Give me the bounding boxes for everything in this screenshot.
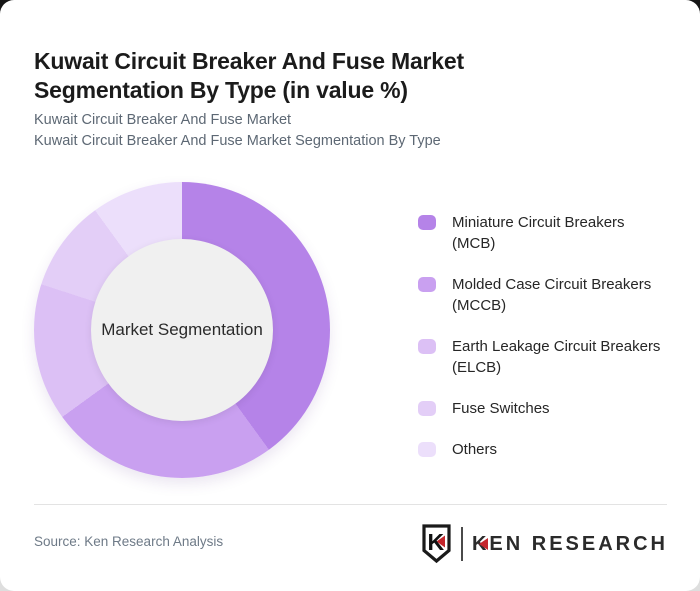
logo-separator bbox=[460, 527, 463, 561]
footer-divider bbox=[34, 504, 667, 505]
legend-label-mccb: Molded Case Circuit Breakers (MCCB) bbox=[452, 276, 652, 314]
svg-text:K: K bbox=[427, 529, 444, 555]
chart-legend: Miniature Circuit Breakers (MCB) Molded … bbox=[418, 212, 670, 460]
donut-center-label: Market Segmentation bbox=[101, 320, 263, 339]
legend-swatch-others bbox=[418, 442, 436, 457]
donut-chart: Market Segmentation bbox=[34, 182, 330, 478]
legend-label-fuse-switches: Fuse Switches bbox=[452, 400, 550, 417]
legend-item-elcb: Earth Leakage Circuit Breakers (ELCB) bbox=[418, 336, 670, 378]
source-note: Source: Ken Research Analysis bbox=[34, 534, 224, 549]
legend-swatch-mcb bbox=[418, 215, 436, 230]
legend-label-elcb: Earth Leakage Circuit Breakers (ELCB) bbox=[452, 338, 661, 376]
legend-item-mccb: Molded Case Circuit Breakers (MCCB) bbox=[418, 274, 670, 316]
donut-center: Market Segmentation bbox=[91, 239, 273, 421]
chart-subtitle: Kuwait Circuit Breaker And Fuse Market K… bbox=[34, 110, 441, 152]
legend-swatch-mccb bbox=[418, 277, 436, 292]
wordmark-red-triangle-icon bbox=[478, 537, 488, 550]
logo-wordmark: KEN RESEARCH bbox=[471, 532, 668, 555]
legend-item-others: Others bbox=[418, 439, 670, 460]
legend-item-mcb: Miniature Circuit Breakers (MCB) bbox=[418, 212, 670, 254]
subtitle-line-2: Kuwait Circuit Breaker And Fuse Market S… bbox=[34, 133, 441, 149]
legend-label-mcb: Miniature Circuit Breakers (MCB) bbox=[452, 214, 625, 252]
shield-red-triangle-icon bbox=[436, 535, 445, 548]
legend-label-others: Others bbox=[452, 441, 498, 458]
page-title: Kuwait Circuit Breaker And Fuse Market S… bbox=[34, 48, 464, 104]
subtitle-line-1: Kuwait Circuit Breaker And Fuse Market bbox=[34, 112, 292, 128]
legend-swatch-fuse-switches bbox=[418, 401, 436, 416]
legend-swatch-elcb bbox=[418, 339, 436, 354]
legend-item-fuse-switches: Fuse Switches bbox=[418, 398, 670, 419]
ken-research-logo: K KEN RESEARCH bbox=[421, 524, 668, 564]
ken-research-shield-icon: K bbox=[422, 524, 451, 564]
